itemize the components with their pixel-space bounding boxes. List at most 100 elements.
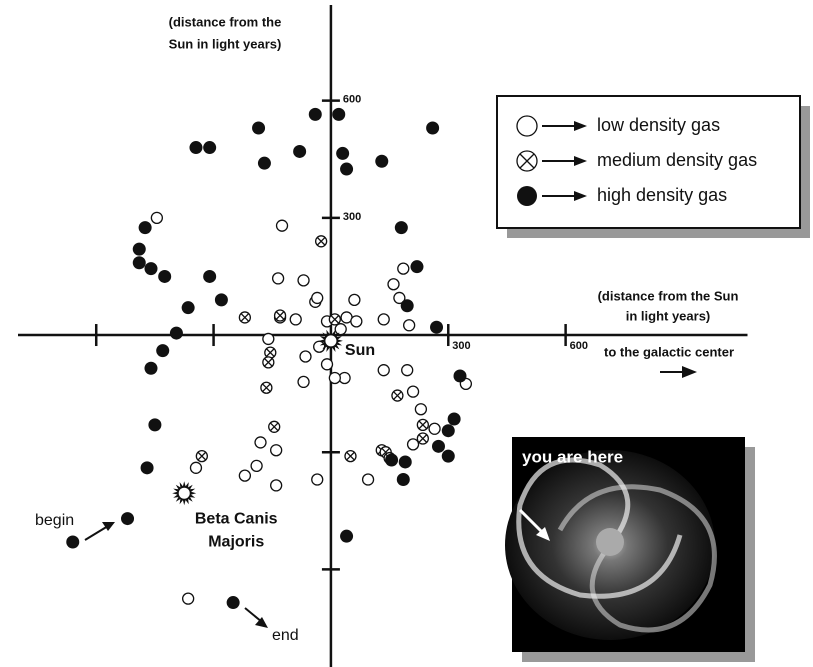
point — [203, 141, 216, 154]
marker-dot — [430, 321, 443, 334]
y-tick-label: 600 — [343, 94, 361, 106]
point — [442, 450, 455, 463]
marker-ring — [378, 365, 389, 376]
marker-dot — [139, 221, 152, 234]
marker-ring — [298, 275, 309, 286]
marker-dot — [309, 108, 322, 121]
marker-ring — [255, 437, 266, 448]
marker-ring — [408, 439, 419, 450]
marker-dot — [336, 147, 349, 160]
marker-dot — [340, 530, 353, 543]
marker-ring — [273, 273, 284, 284]
marker-ring — [251, 460, 262, 471]
point — [329, 314, 340, 325]
marker-ring — [363, 474, 374, 485]
point — [269, 421, 280, 432]
marker-ring — [312, 292, 323, 303]
point — [133, 256, 146, 269]
marker-dot — [517, 186, 537, 206]
marker-dot — [141, 461, 154, 474]
point — [151, 212, 162, 223]
y-tick-label: 300 — [343, 211, 361, 223]
marker-ring — [151, 212, 162, 223]
marker-dot — [410, 260, 423, 273]
point — [215, 293, 228, 306]
point — [252, 122, 265, 135]
point — [273, 273, 284, 284]
marker-ring — [404, 320, 415, 331]
point — [410, 260, 423, 273]
star — [172, 481, 196, 505]
star-label: Sun — [345, 342, 375, 359]
marker-ring — [408, 386, 419, 397]
marker-dot — [66, 536, 79, 549]
point — [139, 221, 152, 234]
point — [336, 147, 349, 160]
point — [316, 236, 327, 247]
point — [402, 365, 413, 376]
point — [432, 440, 445, 453]
marker-dot — [121, 512, 134, 525]
marker-dot — [203, 141, 216, 154]
point — [430, 321, 443, 334]
point — [415, 404, 426, 415]
legend-label: high density gas — [597, 185, 727, 205]
point — [454, 370, 467, 383]
marker-dot — [215, 293, 228, 306]
marker-ring — [300, 351, 311, 362]
marker-ring — [183, 593, 194, 604]
marker-dot — [203, 270, 216, 283]
point — [448, 412, 461, 425]
galaxy-inset — [505, 437, 755, 662]
marker-dot — [340, 163, 353, 176]
x-tick-label: 300 — [452, 340, 470, 352]
point — [263, 333, 274, 344]
point — [351, 316, 362, 327]
marker-dot — [426, 122, 439, 135]
point — [442, 424, 455, 437]
marker-ring — [378, 314, 389, 325]
marker-dot — [182, 301, 195, 314]
marker-dot — [432, 440, 445, 453]
marker-ring — [398, 263, 409, 274]
legend-label: low density gas — [597, 115, 720, 135]
point — [429, 423, 440, 434]
point — [141, 461, 154, 474]
point — [335, 324, 346, 335]
point — [349, 294, 360, 305]
marker-dot — [258, 157, 271, 170]
marker-ring — [329, 372, 340, 383]
point — [408, 439, 419, 450]
marker-ring — [351, 316, 362, 327]
point — [385, 454, 398, 467]
marker-ring — [312, 474, 323, 485]
x-axis-label: (distance from the Sun — [598, 288, 739, 303]
marker-dot — [375, 155, 388, 168]
point — [322, 359, 333, 370]
point — [196, 451, 207, 462]
point — [312, 292, 323, 303]
point — [314, 341, 325, 352]
point — [121, 512, 134, 525]
marker-ring — [290, 314, 301, 325]
marker-dot — [385, 454, 398, 467]
point — [399, 455, 412, 468]
marker-ring — [298, 376, 309, 387]
point — [426, 122, 439, 135]
point — [298, 275, 309, 286]
point — [345, 451, 356, 462]
point — [517, 186, 537, 206]
marker-dot — [158, 270, 171, 283]
point — [517, 151, 537, 171]
point — [144, 262, 157, 275]
marker-dot — [227, 596, 240, 609]
point — [275, 310, 286, 321]
point — [404, 320, 415, 331]
marker-dot — [144, 362, 157, 375]
point — [251, 460, 262, 471]
legend-label: medium density gas — [597, 150, 757, 170]
point — [265, 347, 276, 358]
point — [340, 163, 353, 176]
marker-dot — [144, 262, 157, 275]
point — [293, 145, 306, 158]
